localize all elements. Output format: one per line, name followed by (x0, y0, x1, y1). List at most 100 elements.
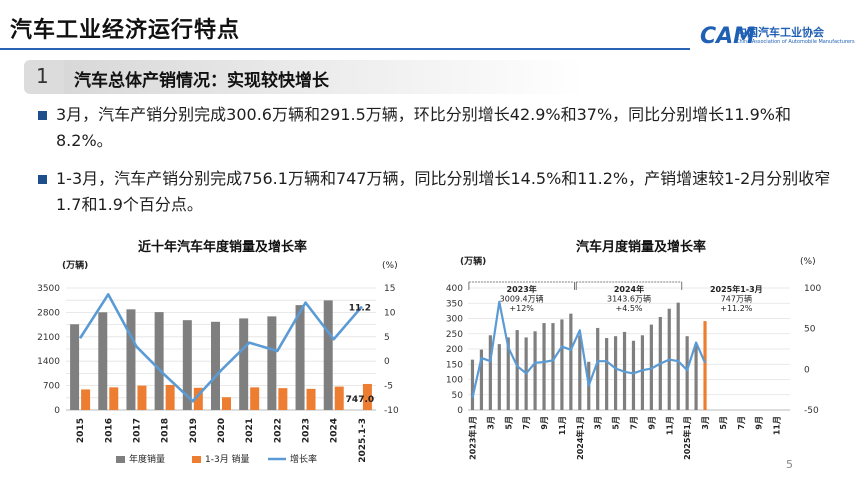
x-tick-label: 2019 (189, 418, 199, 443)
x-tick-label: 2018 (161, 418, 171, 443)
legend-label-q1: 1-3月 销量 (205, 453, 250, 465)
caam-logo-en: China Association of Automobile Manufact… (736, 39, 855, 45)
y-right-tick: 10 (384, 308, 396, 318)
legend-swatch-q1 (192, 456, 201, 463)
bar-q1-sales (81, 389, 91, 410)
y-left-tick: 1400 (37, 357, 60, 367)
caam-logo: CAM 中国汽车工业协会 China Association of Automo… (700, 22, 860, 52)
period-annotation: +4.5% (615, 304, 642, 313)
bar-annual-sales (295, 305, 305, 410)
y-left-tick: 100 (446, 376, 463, 386)
period-annotation: 2024年 (614, 284, 644, 294)
y-left-tick: 200 (446, 345, 463, 355)
caam-logo-mark: CAM (700, 24, 756, 49)
legend-label-annual: 年度销量 (129, 453, 165, 465)
bar-annual-sales (211, 321, 220, 410)
y-left-tick: 2100 (37, 333, 60, 343)
y-right-unit: (%) (382, 261, 398, 271)
bar-annual-sales (98, 312, 108, 410)
chart-annual-title: 近十年汽车年度销量及增长率 (138, 240, 308, 255)
bullet-march: 3月，汽车产销分别完成300.6万辆和291.5万辆，环比分别增长42.9%和3… (38, 102, 838, 154)
section-title: 汽车总体产销情况：实现较快增长 (74, 66, 329, 91)
section-number-box: 1 (24, 60, 64, 94)
y-right-tick: 5 (384, 333, 390, 343)
bullet-square (38, 111, 47, 120)
period-annotation: 2023年 (507, 284, 537, 294)
x-tick-label: 2024 (330, 418, 340, 443)
bar-monthly-sales (506, 337, 510, 410)
period-annotation: +11.2% (720, 304, 753, 313)
y-left-tick: 350 (446, 299, 463, 309)
bar-monthly-sales (515, 330, 519, 410)
chart-monthly-title: 汽车月度销量及增长率 (576, 240, 707, 255)
x-tick-label: 2020 (217, 418, 227, 443)
bar-annual-sales (154, 312, 164, 410)
bar-q1-sales (362, 383, 372, 410)
bar-q1-sales (222, 397, 231, 410)
y-left-tick: 150 (446, 360, 463, 370)
bar-annual-sales (70, 324, 80, 410)
y-right-unit: (%) (800, 257, 816, 267)
period-annotation: 3143.6万辆 (607, 294, 651, 304)
y-left-unit: (万辆) (62, 259, 88, 271)
bar-monthly-sales (497, 344, 501, 410)
x-tick-label: 2024年1月 (575, 416, 585, 460)
bar-monthly-sales (685, 336, 689, 410)
page-number: 5 (786, 458, 793, 471)
bar-q1-sales (278, 388, 288, 410)
bar-monthly-sales (578, 335, 582, 410)
bar-q1-sales (193, 387, 203, 410)
bar-monthly-sales (613, 336, 618, 410)
bar-march-2025 (703, 321, 707, 410)
x-tick-label: 3月 (594, 416, 603, 430)
y-left-tick: 50 (452, 391, 464, 401)
bar-monthly-sales (560, 319, 564, 410)
section-title-main: 汽车总体产销情况： (74, 71, 227, 91)
legend-label-growth: 增长率 (290, 453, 317, 465)
period-annotation: 3009.4万辆 (500, 294, 544, 304)
bar-monthly-sales (479, 349, 484, 410)
x-tick-label: 2017 (132, 418, 142, 443)
bullet-text: 3月，汽车产销分别完成300.6万辆和291.5万辆，环比分别增长42.9%和3… (56, 105, 792, 150)
x-tick-label: 7月 (737, 416, 746, 430)
bar-monthly-sales (631, 340, 636, 410)
bar-q1-sales (109, 387, 119, 410)
bar-q1-sales (165, 384, 175, 410)
bar-monthly-sales (488, 335, 492, 410)
x-tick-label: 11月 (773, 416, 782, 435)
caam-logo-cn: 中国汽车工业协会 (736, 26, 824, 39)
x-tick-label: 5月 (504, 416, 513, 430)
x-tick-label: 2023年1月 (467, 416, 477, 460)
y-left-unit: (万辆) (460, 255, 486, 267)
bar-monthly-sales (569, 313, 573, 410)
bar-monthly-sales (533, 331, 537, 410)
y-left-tick: 0 (457, 406, 463, 416)
bar-q1-sales (250, 387, 260, 410)
y-right-tick: -50 (804, 406, 819, 416)
bar-q1-sales (306, 388, 316, 410)
y-left-tick: 3500 (37, 284, 60, 294)
y-right-tick: -5 (384, 382, 393, 392)
y-right-tick: 0 (804, 365, 810, 375)
bar-q1-sales (334, 386, 344, 410)
bar-monthly-sales (640, 335, 645, 410)
section-subtitle: 实现较快增长 (227, 71, 329, 91)
bar-annual-sales (267, 316, 277, 410)
growth-rate-line (78, 293, 363, 403)
period-annotation: 747万辆 (721, 294, 752, 304)
x-tick-label: 5月 (719, 416, 728, 430)
growth-rate-line (471, 300, 707, 399)
bar-monthly-sales (605, 338, 609, 410)
bullet-square (38, 175, 47, 184)
bar-monthly-sales (470, 359, 475, 410)
y-left-tick: 300 (446, 315, 463, 325)
x-tick-label: 2023 (302, 418, 312, 443)
bar-annual-sales (182, 320, 192, 410)
chart-monthly: (万辆) (%) 0 50 100 150 200 250 300 350 400 -50 0 50 100… (446, 255, 822, 460)
slide-header: 汽车工业经济运行特点 CAM 中国汽车工业协会 China Associatio… (0, 0, 866, 58)
x-tick-label: 5月 (612, 416, 621, 430)
section-band (64, 60, 584, 94)
section-heading: 1 汽车总体产销情况：实现较快增长 (24, 60, 584, 94)
bullet-q1: 1-3月，汽车产销分别完成756.1万辆和747万辆，同比分别增长14.5%和1… (38, 166, 838, 218)
x-tick-label: 7月 (629, 416, 638, 430)
